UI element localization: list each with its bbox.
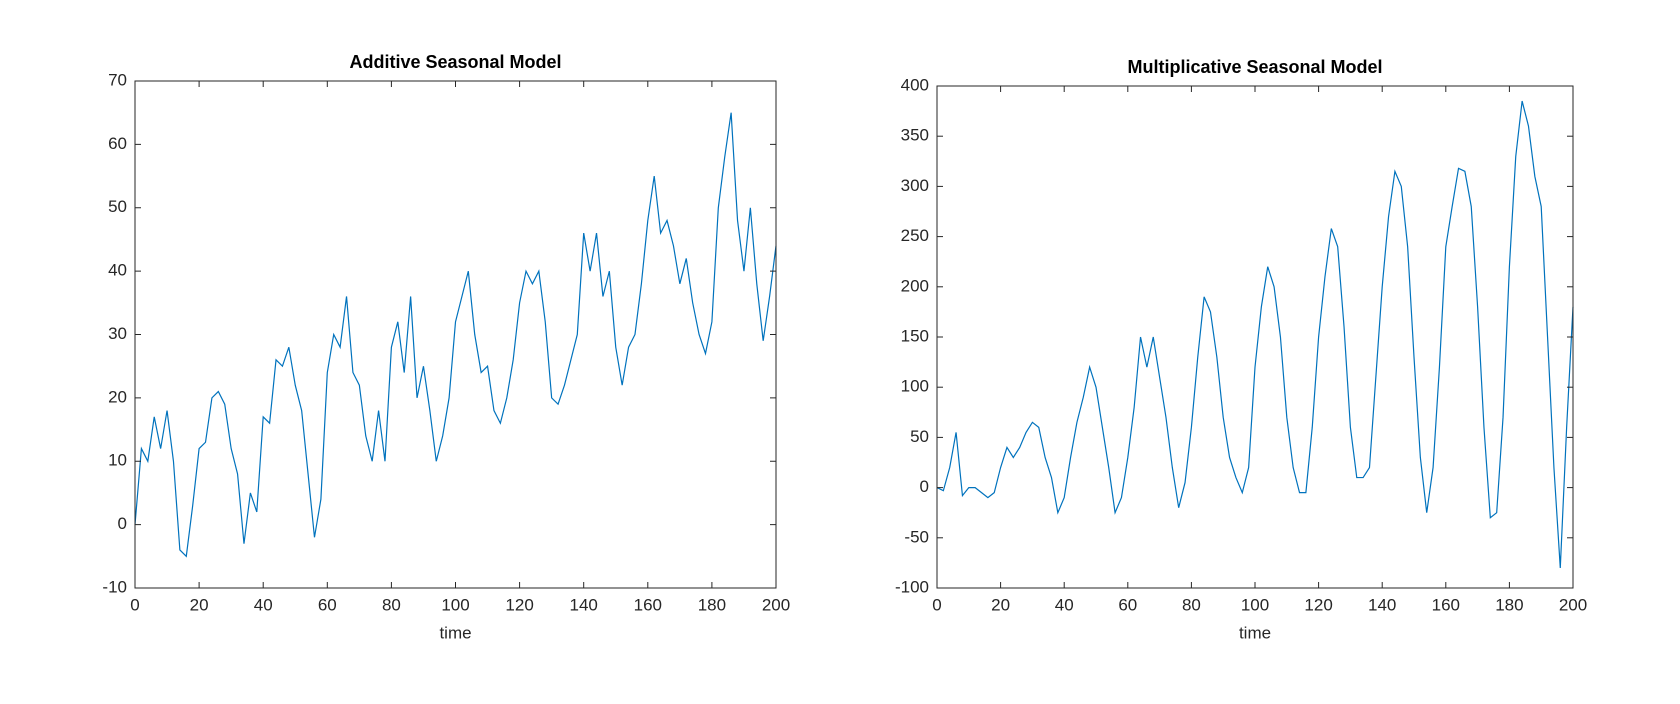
x-tick-label: 180	[1495, 595, 1523, 614]
y-tick-label: 30	[108, 324, 127, 343]
y-tick-label: 50	[910, 427, 929, 446]
data-line	[134, 112, 777, 558]
x-tick-label: 80	[1182, 595, 1201, 614]
x-tick-label: 160	[1432, 595, 1460, 614]
x-tick-label: 0	[932, 595, 941, 614]
y-tick-label: 60	[108, 134, 127, 153]
x-tick-label: 100	[1241, 595, 1269, 614]
data-line	[936, 100, 1574, 568]
x-tick-label: 20	[190, 595, 209, 614]
y-tick-label: 50	[108, 197, 127, 216]
y-tick-label: 150	[901, 326, 929, 345]
y-tick-label: 400	[901, 75, 929, 94]
y-tick-label: 10	[108, 451, 127, 470]
x-tick-label: 60	[1118, 595, 1137, 614]
y-tick-label: 0	[118, 514, 127, 533]
x-tick-label: 200	[1559, 595, 1587, 614]
y-tick-label: 40	[108, 261, 127, 280]
y-tick-label: 250	[901, 226, 929, 245]
y-tick-label: 350	[901, 126, 929, 145]
y-tick-label: -100	[895, 577, 929, 596]
x-tick-label: 0	[130, 595, 139, 614]
x-tick-label: 40	[254, 595, 273, 614]
y-tick-label: -50	[904, 527, 929, 546]
plot-area	[937, 86, 1573, 588]
x-tick-label: 100	[441, 595, 469, 614]
x-tick-label: 120	[1304, 595, 1332, 614]
x-tick-label: 80	[382, 595, 401, 614]
x-tick-label: 20	[991, 595, 1010, 614]
x-tick-label: 60	[318, 595, 337, 614]
y-tick-label: 300	[901, 176, 929, 195]
x-tick-label: 180	[698, 595, 726, 614]
y-tick-label: -10	[102, 577, 127, 596]
x-axis-label: time	[1239, 623, 1271, 642]
x-tick-label: 40	[1055, 595, 1074, 614]
y-tick-label: 100	[901, 377, 929, 396]
chart-title: Additive Seasonal Model	[349, 52, 561, 72]
y-tick-label: 70	[108, 70, 127, 89]
chart-title: Multiplicative Seasonal Model	[1127, 57, 1382, 77]
x-axis-label: time	[439, 623, 471, 642]
y-tick-label: 200	[901, 276, 929, 295]
x-tick-label: 140	[1368, 595, 1396, 614]
x-tick-label: 120	[505, 595, 533, 614]
plot-area	[135, 81, 776, 588]
y-tick-label: 0	[920, 477, 929, 496]
x-tick-label: 200	[762, 595, 790, 614]
y-tick-label: 20	[108, 387, 127, 406]
x-tick-label: 140	[570, 595, 598, 614]
x-tick-label: 160	[634, 595, 662, 614]
